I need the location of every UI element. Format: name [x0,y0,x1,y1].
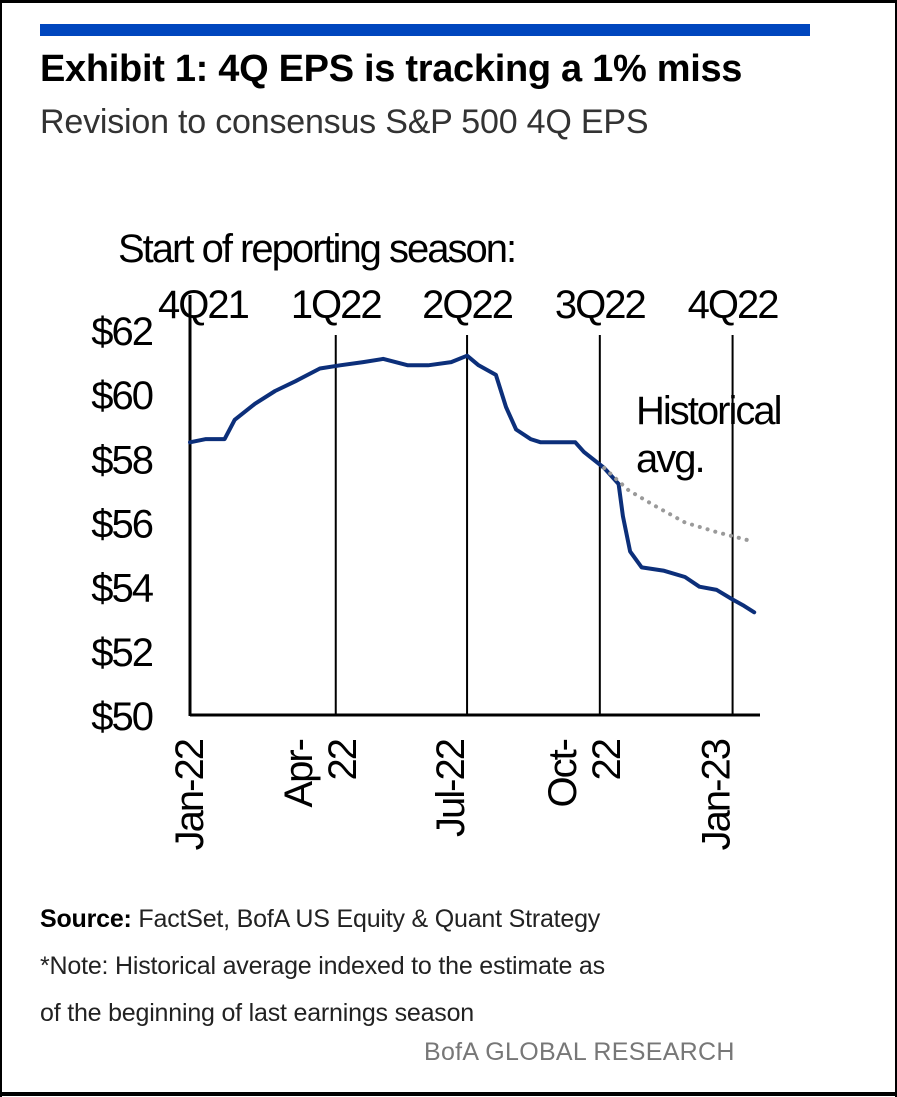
source-text: FactSet, BofA US Equity & Quant Strategy [131,905,601,933]
source-label: Source: [40,905,132,933]
y-tick-label: $52 [91,631,152,675]
x-tick-label: Oct- 22 [541,739,629,807]
x-tick-label: Jan-23 [695,739,739,850]
x-tick-label-line: 22 [321,739,365,780]
chart-axes [188,295,760,717]
season-label-4q22: 4Q22 [688,283,779,327]
historical-avg-annotation: Historical [636,389,781,433]
chart-footer: Source: FactSet, BofA US Equity & Quant … [40,896,605,1037]
x-tick-label: Jul-22 [429,739,473,837]
y-tick-label: $50 [91,695,152,739]
x-tick-label-line: Apr- [277,739,321,807]
brand-label: BofA GLOBAL RESEARCH [424,1038,735,1066]
frame-right-border [895,0,897,1097]
season-label-4q21: 4Q21 [158,283,249,327]
y-tick-label: $62 [91,310,152,354]
reporting-season-header: Start of reporting season: [118,227,515,271]
historical-avg-line [602,466,757,544]
y-tick-label: $60 [91,374,152,418]
eps-revision-chart: $50$52$54$56$58$60$62 Jan-22 Apr- 22 Jul-22… [91,227,783,850]
note-line-2: of the beginning of last earnings season [40,999,474,1027]
x-tick-label-line: Jan-23 [695,739,739,850]
y-tick-label: $54 [91,567,153,611]
note-line-1: *Note: Historical average indexed to the… [40,952,605,980]
frame-left-border [0,0,2,1097]
x-tick-label-line: Jul-22 [429,739,473,837]
frame-bottom-border [0,1092,897,1096]
y-tick-label: $58 [91,438,152,482]
x-tick-label-line: Oct- [541,739,585,807]
x-tick-label: Jan-22 [168,739,212,850]
exhibit-subtitle: Revision to consensus S&P 500 4Q EPS [40,103,649,141]
y-axis-tick-labels: $50 $52 $54 $56 $58 $60 $62 [91,310,155,739]
consensus-eps-line [188,353,757,615]
season-label-1q22: 1Q22 [291,283,382,327]
exhibit-title: Exhibit 1: 4Q EPS is tracking a 1% miss [40,48,743,90]
season-label-2q22: 2Q22 [422,283,513,327]
reporting-season-labels: Start of reporting season: 4Q21 1Q22 2Q22 3Q… [118,227,780,327]
source-line: Source: FactSet, BofA US Equity & Quant … [40,896,605,943]
x-tick-label-line: Jan-22 [168,739,212,850]
season-label-3q22: 3Q22 [555,283,646,327]
reporting-season-lines [334,335,734,715]
frame-top-border [0,0,897,3]
x-tick-label-line: 22 [585,739,629,780]
accent-bar [40,24,810,36]
historical-avg-annotation: avg. [636,437,704,481]
y-tick-label: $56 [91,503,152,547]
x-tick-label: Apr- 22 [277,739,365,807]
x-axis-tick-labels: Jan-22 Apr- 22 Jul-22 Oct- 22 Jan-23 [168,739,739,850]
chart-series [188,353,757,615]
